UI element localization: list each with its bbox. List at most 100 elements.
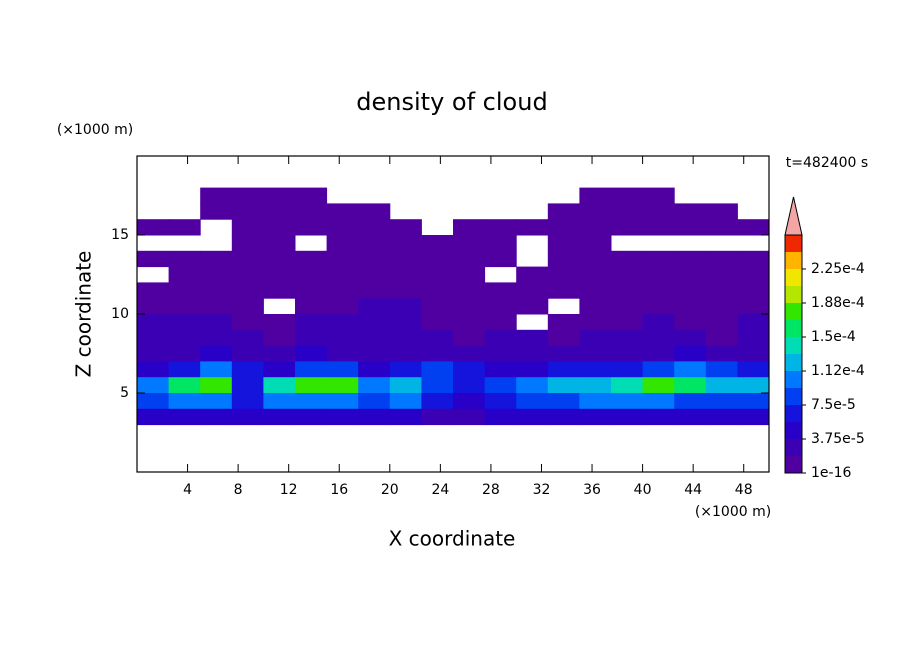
contour-cell	[231, 345, 264, 362]
colorbar-segment	[785, 354, 802, 371]
contour-cell	[295, 282, 328, 299]
contour-cell	[137, 408, 170, 426]
contour-cell	[137, 314, 170, 331]
contour-cell	[168, 393, 201, 410]
contour-cell	[231, 282, 264, 299]
contour-cell	[484, 235, 517, 252]
contour-cell	[484, 298, 517, 315]
contour-cell	[453, 219, 486, 236]
contour-cell	[484, 282, 517, 299]
contour-cell	[453, 345, 486, 362]
colorbar-tick-label: 1.12e-4	[811, 363, 865, 379]
x-tick-label: 44	[684, 482, 702, 498]
contour-cell	[674, 361, 707, 378]
contour-cell	[389, 250, 422, 268]
contour-cell	[705, 408, 738, 426]
contour-cell	[579, 361, 612, 378]
contour-cell	[295, 266, 328, 283]
contour-cell	[358, 314, 391, 331]
contour-cell	[263, 187, 296, 204]
contour-cell	[674, 266, 707, 283]
contour-cell	[168, 250, 201, 268]
x-tick-label: 36	[583, 482, 601, 498]
contour-cell	[200, 187, 233, 204]
contour-cell	[453, 314, 486, 331]
contour-cell	[674, 314, 707, 331]
contour-cell	[326, 298, 359, 315]
contour-cell	[231, 250, 264, 268]
colorbar-segment	[785, 388, 802, 405]
contour-cell	[200, 329, 233, 347]
colorbar-segment	[785, 456, 802, 473]
colorbar-extend	[784, 196, 803, 236]
contour-cell	[484, 314, 517, 331]
colorbar-segment	[785, 286, 802, 303]
contour-cell	[421, 345, 454, 362]
contour-cell	[516, 361, 549, 378]
contour-cell	[642, 298, 675, 315]
contour-cell	[705, 298, 738, 315]
contour-cell	[547, 377, 580, 394]
contour-cell	[358, 345, 391, 362]
contour-cell	[295, 298, 328, 315]
contour-cell	[579, 266, 612, 283]
colorbar-frame	[784, 234, 803, 474]
contour-cell	[358, 298, 391, 315]
contour-cell	[705, 345, 738, 362]
contour-cell	[611, 219, 644, 236]
contour-cell	[421, 393, 454, 410]
contour-cell	[705, 282, 738, 299]
contour-cell	[453, 393, 486, 410]
contour-cell	[705, 250, 738, 268]
contour-cell	[611, 408, 644, 426]
contour-cell	[263, 235, 296, 252]
contour-cell	[137, 250, 170, 268]
contour-cell	[168, 408, 201, 426]
contour-cell	[642, 219, 675, 236]
contour-cell	[611, 298, 644, 315]
y-tick-label: 10	[111, 306, 129, 322]
contour-cell	[326, 250, 359, 268]
contour-cell	[674, 329, 707, 347]
chart-title: density of cloud	[356, 88, 547, 116]
contour-cell	[263, 282, 296, 299]
x-unit: (×1000 m)	[695, 504, 771, 520]
contour-cell	[231, 266, 264, 283]
contour-cell	[358, 266, 391, 283]
contour-cell	[389, 235, 422, 252]
contour-cell	[263, 345, 296, 362]
contour-cell	[516, 393, 549, 410]
contour-cell	[200, 377, 233, 394]
contour-cell	[231, 187, 264, 204]
contour-cell	[674, 393, 707, 410]
contour-cell	[168, 377, 201, 394]
time-label: t=482400 s	[786, 155, 868, 171]
contour-cell	[200, 314, 233, 331]
contour-cell	[737, 377, 770, 394]
contour-cell	[231, 314, 264, 331]
contour-cell	[263, 393, 296, 410]
colorbar-segment	[785, 422, 802, 439]
contour-cell	[295, 250, 328, 268]
contour-cell	[484, 408, 517, 426]
contour-cell	[295, 361, 328, 378]
contour-cell	[168, 361, 201, 378]
contour-cell	[516, 345, 549, 362]
contour-cell	[674, 345, 707, 362]
contour-cell	[295, 408, 328, 426]
colorbar-tick-label: 3.75e-5	[811, 431, 865, 447]
contour-cell	[579, 203, 612, 220]
contour-cell	[611, 329, 644, 347]
contour-cell	[547, 266, 580, 283]
contour-cell	[611, 377, 644, 394]
contour-cell	[168, 329, 201, 347]
contour-cell	[200, 345, 233, 362]
contour-cell	[642, 408, 675, 426]
contour-cell	[137, 329, 170, 347]
contour-cell	[611, 345, 644, 362]
colorbar-segment	[785, 303, 802, 320]
contour-cell	[705, 377, 738, 394]
contour-cell	[200, 250, 233, 268]
